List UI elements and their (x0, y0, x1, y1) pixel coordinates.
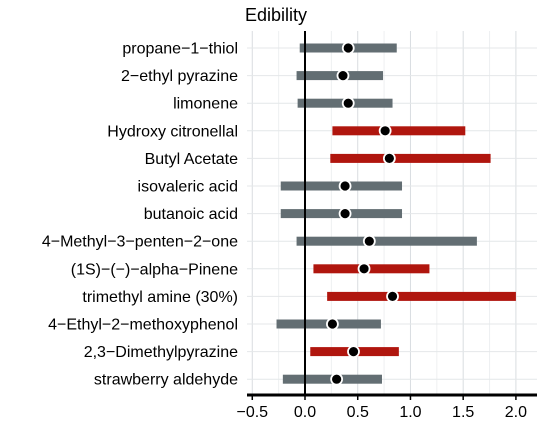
estimate-point (357, 262, 371, 276)
interval-bar (327, 291, 516, 301)
y-tick-label: (1S)−(−)−alpha−Pinene (71, 261, 238, 278)
estimate-point (347, 345, 360, 359)
estimate-point (330, 372, 344, 386)
estimate-point (326, 317, 339, 331)
x-tick-label: 0.0 (294, 404, 316, 421)
estimate-point (386, 289, 399, 303)
estimate-point (341, 41, 355, 55)
estimate-point (336, 69, 350, 82)
y-tick-label: strawberry aldehyde (94, 372, 238, 389)
x-tick-label: 2.0 (505, 404, 527, 421)
x-tick-label: 0.5 (347, 404, 369, 421)
y-tick-label: propane−1−thiol (122, 41, 238, 58)
y-tick-label: 4−Ethyl−2−methoxyphenol (48, 317, 238, 334)
y-tick-label: limonene (173, 96, 238, 113)
y-tick-label: isovaleric acid (138, 179, 238, 196)
interval-bar (330, 153, 491, 163)
estimate-point (338, 179, 352, 193)
estimate-point (378, 124, 392, 138)
y-tick-label: butanoic acid (144, 206, 238, 223)
interval-bar (296, 236, 477, 246)
x-tick-label: 1.0 (399, 404, 421, 421)
y-tick-label: 2,3−Dimethylpyrazine (84, 344, 238, 361)
estimate-point (382, 151, 396, 165)
y-tick-label: 2−ethyl pyrazine (121, 68, 238, 85)
estimate-point (338, 207, 352, 221)
y-tick-label: Hydroxy citronellal (107, 123, 238, 140)
x-tick-label: 1.5 (452, 404, 474, 421)
y-tick-label: trimethyl amine (30%) (82, 289, 238, 306)
estimate-point (341, 96, 355, 110)
chart-title: Edibility (245, 5, 307, 25)
interval-bar (332, 126, 466, 136)
estimate-points (326, 41, 399, 386)
y-axis-labels: propane−1−thiol 2−ethyl pyrazine limonene H… (42, 41, 238, 389)
x-axis-ticks: −0.5 0.0 0.5 1.0 1.5 2.0 (236, 395, 527, 421)
y-tick-label: 4−Methyl−3−penten−2−one (42, 234, 238, 251)
estimate-point (362, 234, 376, 248)
interval-bar (313, 264, 430, 274)
x-tick-label: −0.5 (236, 404, 268, 421)
y-tick-label: Butyl Acetate (145, 151, 238, 168)
